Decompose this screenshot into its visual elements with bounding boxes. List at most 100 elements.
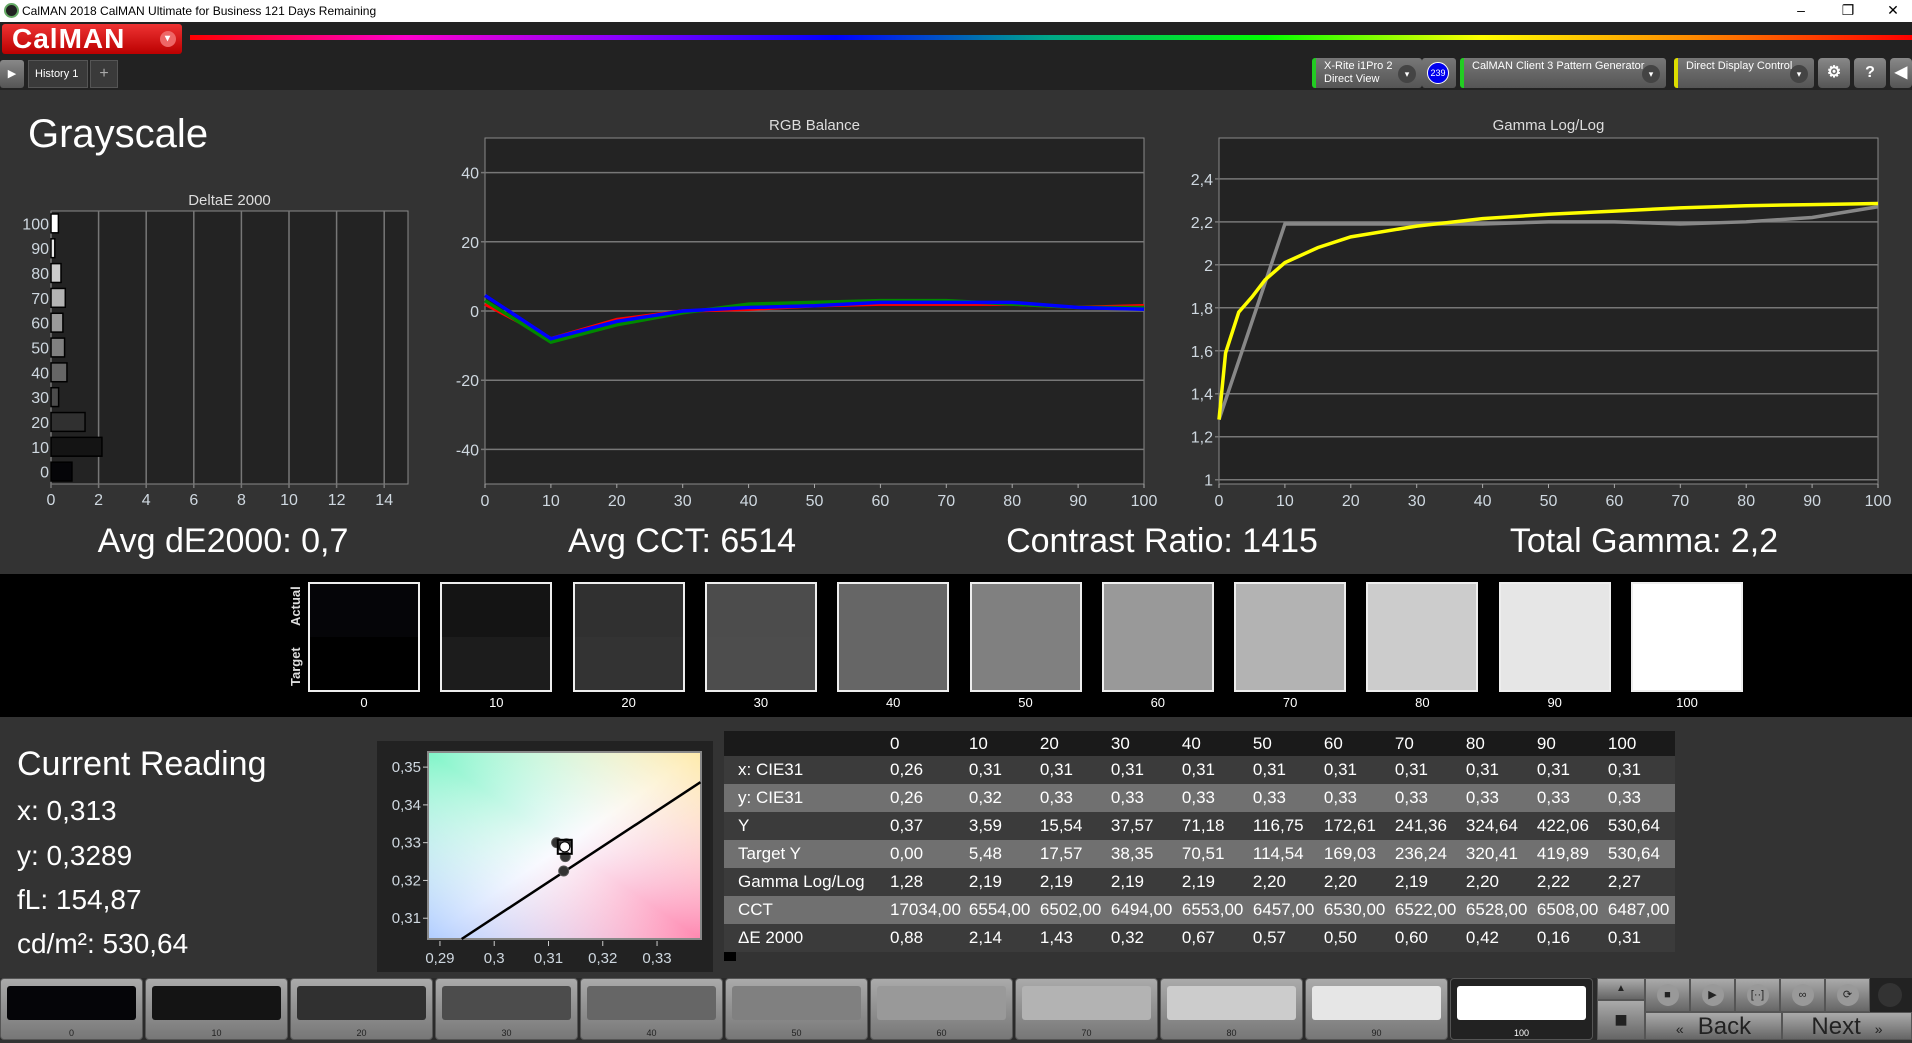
swatch-70	[1234, 582, 1347, 692]
target-swatch	[971, 637, 1080, 690]
deltae-chart: DeltaE 2000 0 2 4 6 8 10 12 14 0 10 20 30 40 50 60 70 80 9…	[22, 192, 409, 509]
calman-menu-button[interactable]: CalMAN ▾	[2, 24, 182, 54]
table-cell: 6494,00	[1106, 896, 1178, 924]
x-tick-label: 12	[328, 492, 346, 509]
patch-label: 90	[1371, 1028, 1382, 1038]
table-cell: 0,31	[1177, 756, 1249, 784]
table-cell: 0,31	[1603, 756, 1675, 784]
y-tick-label: 30	[31, 390, 49, 407]
collapse-panel-icon[interactable]: ◀	[1890, 58, 1912, 88]
table-cell: 0,37	[886, 812, 965, 840]
stop-measure-button[interactable]: ■	[1597, 1000, 1645, 1040]
bar	[50, 362, 68, 383]
y-tick-label: 0	[470, 304, 479, 321]
meter-mode: Direct View	[1324, 73, 1380, 85]
bar	[50, 386, 60, 408]
x-tick-label: 2	[94, 492, 103, 509]
back-button[interactable]: « Back	[1645, 1012, 1782, 1040]
patch-button-40[interactable]: 40	[580, 978, 723, 1040]
patch-button-90[interactable]: 90	[1305, 978, 1448, 1040]
next-button[interactable]: Next »	[1782, 1012, 1912, 1040]
tab-history-1[interactable]: History 1	[28, 60, 88, 88]
table-cell: 5,48	[964, 840, 1036, 868]
bar	[50, 312, 64, 333]
scroll-up-button[interactable]: ▲	[1597, 978, 1645, 1000]
add-tab-button[interactable]: +	[90, 60, 118, 88]
measurement-table: 0 10 20 30 40 50 60 70 80 90 100 x: CIE31 0,26 0,31 0,…	[724, 731, 1675, 952]
next-icon: »	[1874, 1021, 1883, 1037]
patch-button-70[interactable]: 70	[1015, 978, 1158, 1040]
table-cell: 0,31	[1390, 756, 1462, 784]
help-icon[interactable]: ?	[1854, 58, 1886, 88]
x-tick-label: 80	[1003, 493, 1021, 510]
swatch-80	[1366, 582, 1479, 692]
patch-label: 60	[936, 1028, 947, 1038]
table-cell: 0,50	[1319, 924, 1391, 952]
patch-button-100[interactable]: 100	[1450, 978, 1593, 1040]
patch-button-10[interactable]: 10	[145, 978, 288, 1040]
patch-button-30[interactable]: 30	[435, 978, 578, 1040]
table-cell: 2,20	[1248, 868, 1320, 896]
window-title: CalMAN 2018 CalMAN Ultimate for Business…	[22, 4, 377, 18]
patch-label: 50	[791, 1028, 802, 1038]
patch-button-60[interactable]: 60	[870, 978, 1013, 1040]
refresh-button[interactable]: ⟳	[1825, 978, 1870, 1012]
swatch-50	[969, 582, 1082, 692]
column-header: 10	[964, 731, 1036, 756]
settings-gear-icon[interactable]: ⚙	[1818, 58, 1850, 88]
patch-color	[587, 986, 716, 1020]
patch-color	[1167, 986, 1296, 1020]
read-series-button[interactable]: [··]	[1735, 978, 1780, 1012]
x-tick-label: 60	[872, 493, 890, 510]
x-tick-label: 10	[280, 492, 298, 509]
table-cell: 2,19	[964, 868, 1036, 896]
x-tick-label: 14	[375, 492, 393, 509]
y-tick-label: 0,32	[392, 872, 421, 889]
display-control-name: Direct Display Control	[1686, 60, 1793, 72]
y-tick-label: 0,34	[392, 797, 421, 814]
patch-button-50[interactable]: 50	[725, 978, 868, 1040]
target-swatch	[706, 637, 815, 690]
back-icon: «	[1675, 1021, 1684, 1037]
meter-selector[interactable]: X-Rite i1Pro 2 Direct View ▾	[1312, 58, 1422, 88]
expand-sidebar-button[interactable]: ▶	[0, 60, 24, 88]
pattern-generator-name: CalMAN Client 3 Pattern Generator	[1472, 60, 1645, 72]
restore-button[interactable]: ❐	[1841, 2, 1855, 18]
table-cell: 6508,00	[1532, 896, 1604, 924]
actual-swatch	[706, 584, 815, 637]
actual-swatch	[1633, 584, 1741, 637]
table-cell: 0,33	[1248, 784, 1320, 812]
column-header: 20	[1035, 731, 1107, 756]
data-point	[558, 865, 570, 877]
swatch-60	[1101, 582, 1214, 692]
table-cell: 0,33	[1390, 784, 1462, 812]
play-icon: ▶	[1701, 984, 1724, 1006]
x-tick-label: 0,32	[588, 950, 617, 967]
swatch-label: 90	[1547, 695, 1562, 710]
play-button[interactable]: ▶	[1690, 978, 1735, 1012]
table-cell: 0,31	[1319, 756, 1391, 784]
table-cell: 116,75	[1248, 812, 1320, 840]
stop-button[interactable]: ■	[1645, 978, 1690, 1012]
pattern-generator-selector[interactable]: CalMAN Client 3 Pattern Generator ▾	[1460, 58, 1666, 88]
cie-chart: 0,29 0,3 0,31 0,32 0,33 0,35 0,34 0,33 0,32 0,31	[392, 751, 702, 967]
meter-id-badge[interactable]: 239	[1427, 62, 1449, 84]
table-cell: 0,33	[1177, 784, 1249, 812]
current-reading-title: Current Reading	[17, 745, 267, 783]
table-cell: 6502,00	[1035, 896, 1107, 924]
table-cell: 1,43	[1035, 924, 1107, 952]
table-cell: 422,06	[1532, 812, 1604, 840]
patch-button-20[interactable]: 20	[290, 978, 433, 1040]
x-tick-label: 60	[1606, 493, 1624, 510]
display-control-selector[interactable]: Direct Display Control ▾	[1674, 58, 1814, 88]
patch-color	[732, 986, 861, 1020]
close-button[interactable]: ✕	[1887, 2, 1899, 18]
patch-color	[1457, 986, 1586, 1020]
series-line-1	[1217, 201, 1879, 420]
patch-button-80[interactable]: 80	[1160, 978, 1303, 1040]
continuous-button[interactable]: ∞	[1780, 978, 1825, 1012]
bar	[50, 287, 67, 309]
minimize-button[interactable]: –	[1797, 2, 1805, 18]
table-cell: 172,61	[1319, 812, 1391, 840]
patch-button-0[interactable]: 0	[0, 978, 143, 1040]
